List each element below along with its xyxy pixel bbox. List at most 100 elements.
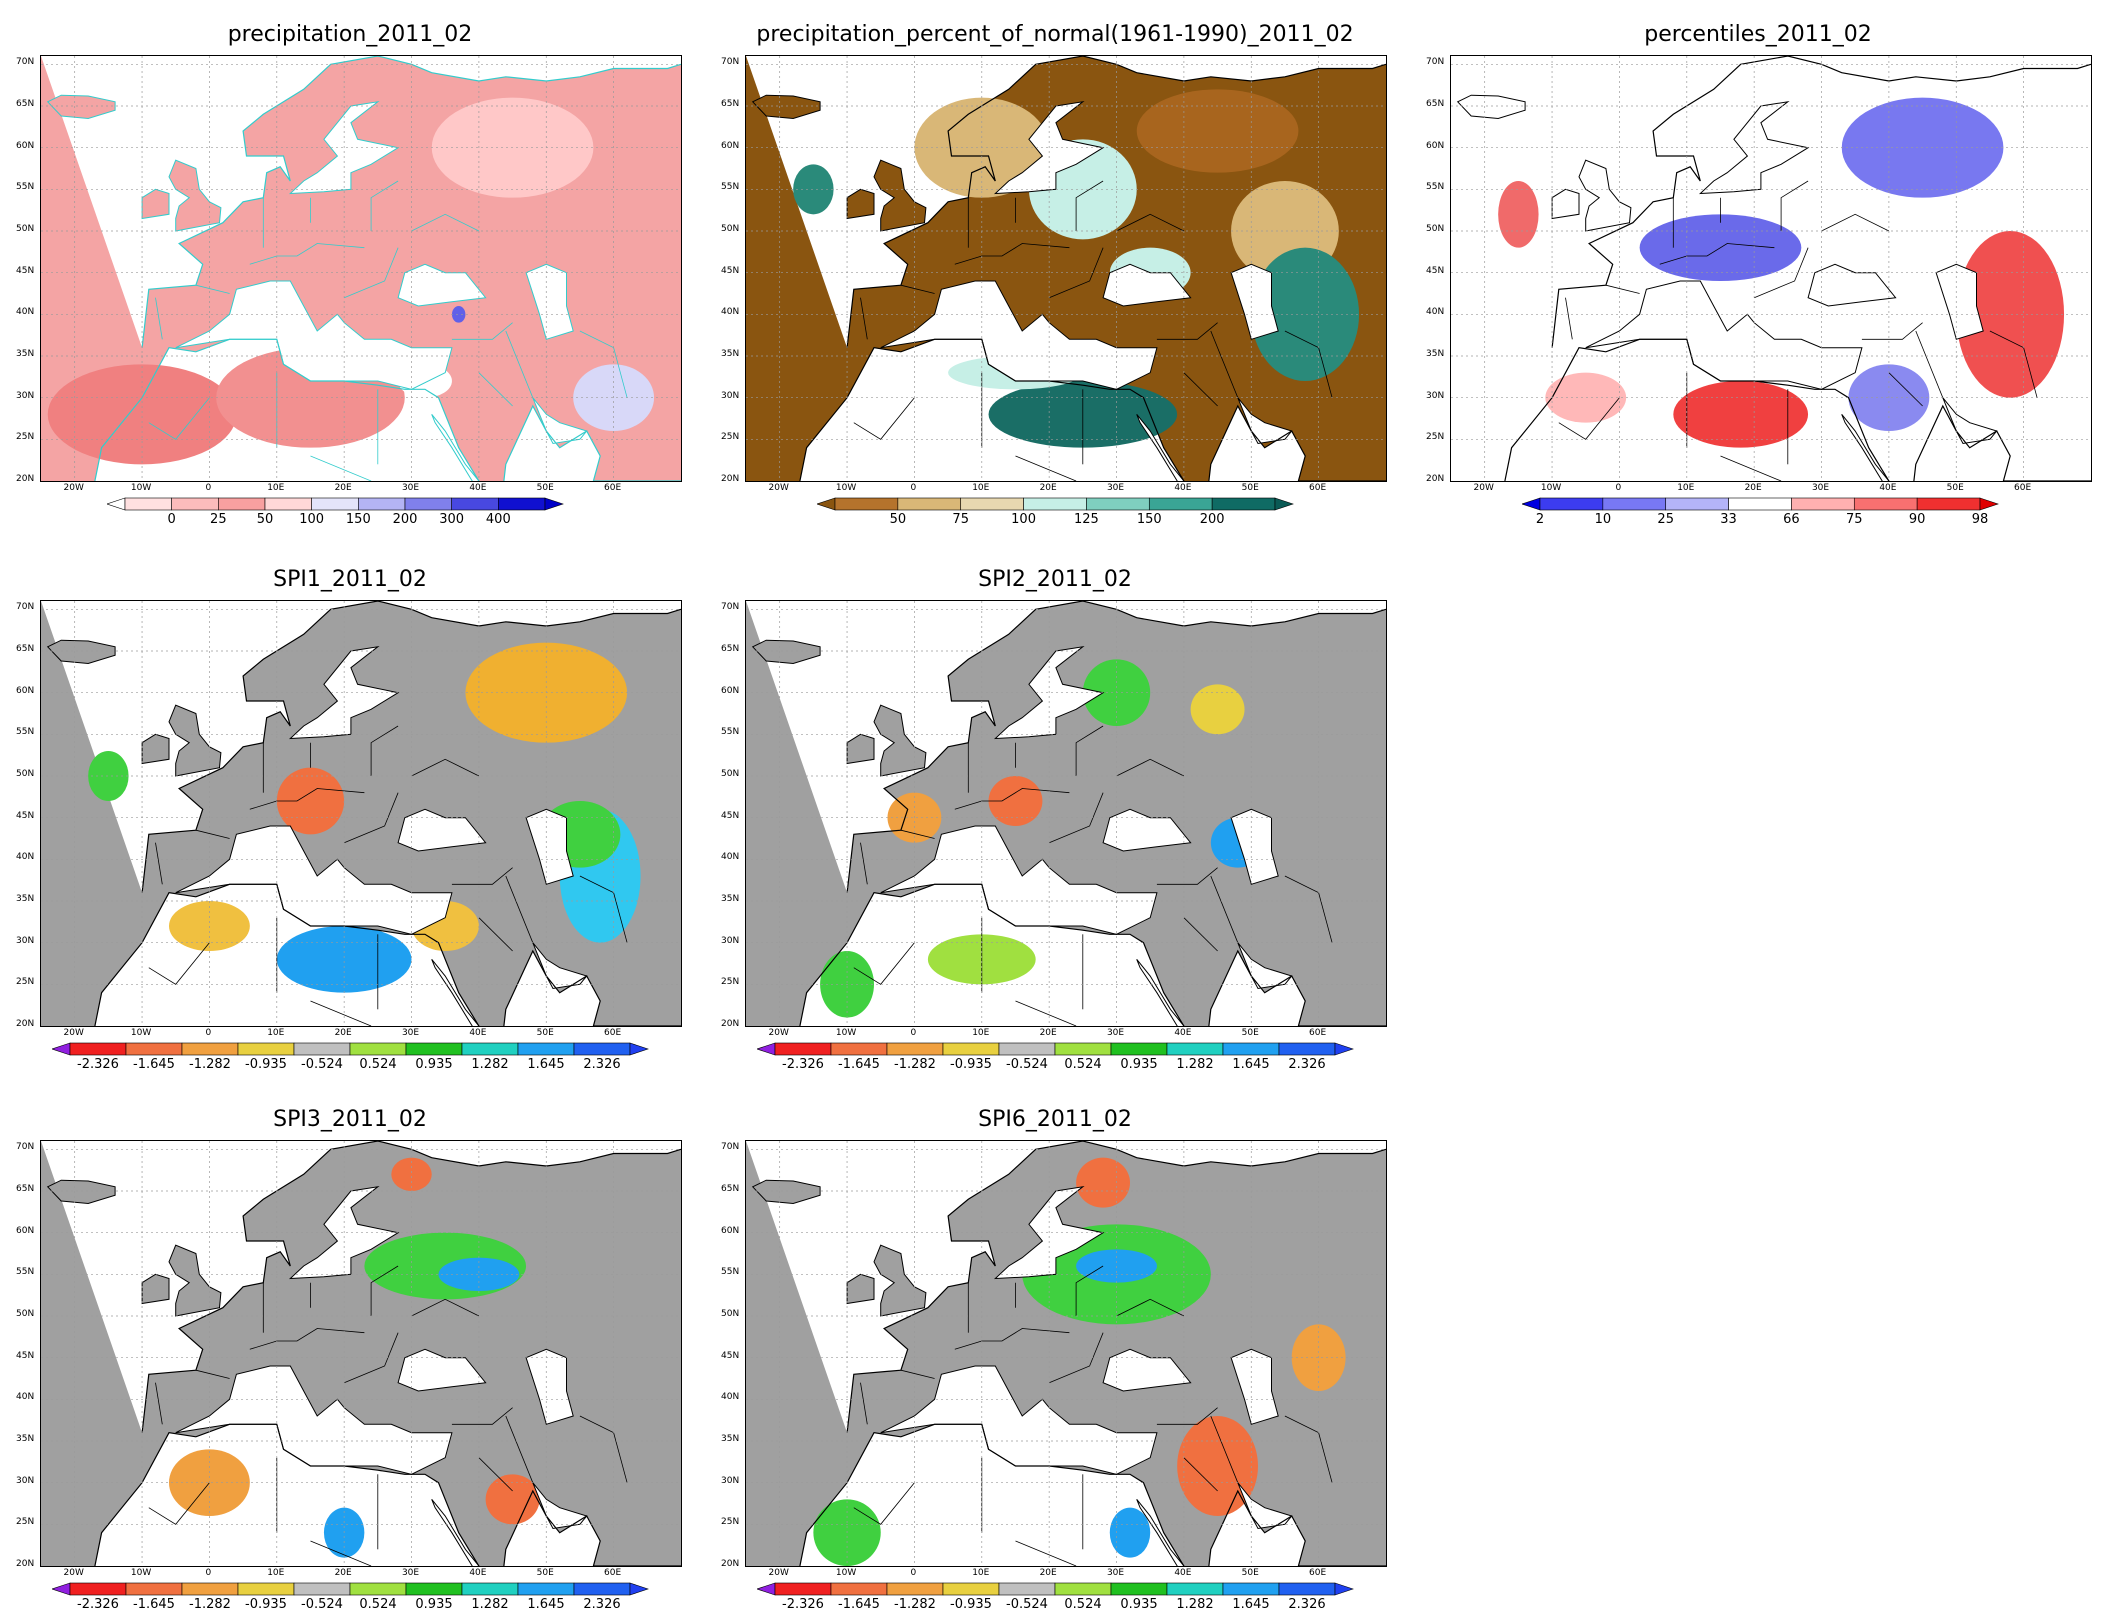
anomaly-region	[391, 1157, 432, 1191]
sea	[1230, 1348, 1279, 1425]
colorbar-label: 100	[299, 512, 325, 527]
longitude-label: 10W	[835, 1028, 857, 1038]
longitude-label: 60E	[2014, 483, 2032, 493]
anomaly-region	[1190, 684, 1245, 735]
latitude-label: 70N	[16, 1142, 35, 1153]
latitude-label: 65N	[16, 644, 35, 654]
colorbar-right-arrow	[1979, 497, 1999, 511]
island	[751, 639, 821, 665]
country-border	[853, 942, 915, 985]
longitude-label: 0	[205, 1568, 212, 1578]
country-border	[1116, 213, 1185, 232]
latitude-label: 40N	[721, 307, 740, 318]
latitude-label: 70N	[721, 57, 740, 68]
latitude-label: 65N	[16, 99, 35, 109]
latitude-label: 20N	[721, 1559, 740, 1569]
latitude-label: 50N	[721, 1309, 740, 1319]
colorbar-segment	[237, 1042, 295, 1056]
coastline	[141, 56, 681, 348]
latitude-label: 70N	[721, 1142, 740, 1153]
panel-title: SPI2_2011_02	[978, 567, 1132, 592]
colorbar-label: 66	[1783, 512, 1800, 527]
country-border	[954, 1328, 1070, 1350]
country-border	[1116, 758, 1185, 777]
country-border	[1780, 180, 1809, 231]
country-border	[1049, 1332, 1104, 1384]
longitude-label: 20E	[1039, 483, 1057, 493]
longitude-label: 0	[910, 1568, 917, 1578]
latitude-label: 20N	[721, 474, 740, 484]
latitude-label: 35N	[721, 349, 740, 359]
longitude-label: 10W	[1540, 483, 1562, 493]
latitude-label: 60N	[16, 140, 35, 151]
island	[751, 1179, 821, 1205]
colorbar-label: 1.282	[471, 1057, 509, 1072]
colorbar-label: 0.524	[359, 1057, 397, 1072]
latitude-label: 50N	[1426, 224, 1445, 234]
colorbar	[52, 1582, 649, 1596]
colorbar-segment	[830, 1042, 888, 1056]
longitude-label: 40E	[469, 1028, 487, 1038]
country-border	[195, 1369, 230, 1379]
colorbar-segment	[1665, 497, 1729, 511]
latitude-label: 25N	[721, 977, 740, 988]
latitude-label: 65N	[16, 1184, 35, 1194]
longitude-label: 20W	[1473, 483, 1494, 493]
latitude-label: 30N	[721, 935, 740, 946]
colorbar-segment	[1110, 1582, 1168, 1596]
country-border	[860, 842, 868, 885]
latitude-label: 40N	[16, 852, 35, 863]
latitude-label: 65N	[1426, 99, 1445, 109]
colorbar-label: 1.282	[1176, 1057, 1214, 1072]
colorbar-label: -1.645	[838, 1597, 880, 1612]
country-border	[954, 243, 1070, 265]
colorbar	[757, 1042, 1354, 1056]
colorbar-left-arrow	[757, 1042, 776, 1056]
country-border	[505, 875, 534, 943]
colorbar-label: 150	[345, 512, 371, 527]
colorbar-label: -2.326	[782, 1597, 824, 1612]
latitude-label: 20N	[16, 1559, 35, 1569]
colorbar-label: 25	[210, 512, 227, 527]
longitude-label: 30E	[1106, 1568, 1125, 1578]
coastline	[799, 338, 1386, 481]
colorbar-label: 2.326	[583, 1597, 621, 1612]
country-border	[1183, 1457, 1218, 1492]
island	[168, 704, 222, 777]
country-border	[1565, 297, 1573, 340]
longitude-label: 20W	[63, 1028, 84, 1038]
island	[46, 1179, 116, 1205]
coastline	[94, 1423, 681, 1566]
coastline	[846, 56, 1386, 348]
country-border	[900, 829, 935, 839]
longitude-label: 10E	[972, 1568, 990, 1578]
colorbar-label: 2.326	[1288, 1597, 1326, 1612]
panel-percent-of-normal: precipitation_percent_of_normal(1961-199…	[705, 0, 1405, 540]
latitude-label: 35N	[721, 1434, 740, 1444]
anomaly-region	[1251, 247, 1360, 381]
latitude-label: 20N	[16, 1019, 35, 1029]
longitude-label: 50E	[536, 483, 554, 493]
country-border	[478, 1457, 513, 1492]
longitude-label: 50E	[1946, 483, 1964, 493]
colorbar-segment	[830, 1582, 888, 1596]
coastline	[799, 883, 1386, 1026]
colorbar-segment	[293, 1582, 351, 1596]
latitude-label: 50N	[721, 769, 740, 779]
colorbar-segment	[1148, 497, 1213, 511]
longitude-label: 10W	[130, 1028, 152, 1038]
country-border	[853, 1482, 915, 1525]
colorbar-label: 0.524	[359, 1597, 397, 1612]
country-border	[478, 372, 513, 407]
colorbar-left-arrow	[817, 497, 836, 511]
sea	[525, 808, 574, 885]
colorbar-right-arrow	[544, 497, 564, 511]
panel-spi1: SPI1_2011_02 70N 65N 60N 55N 50N 45N 40N 35N 30N 2…	[0, 545, 700, 1085]
coastline	[94, 883, 681, 1026]
sea	[1935, 263, 1984, 340]
country-border	[148, 942, 210, 985]
colorbar-label: -0.524	[301, 1057, 343, 1072]
country-border	[370, 180, 399, 231]
longitude-label: 50E	[1241, 1568, 1259, 1578]
country-border	[249, 243, 365, 265]
